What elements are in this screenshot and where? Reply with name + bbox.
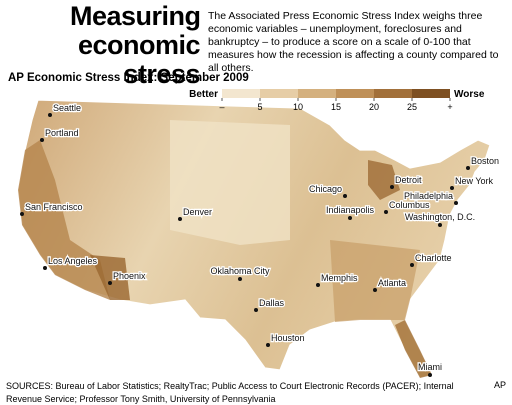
subtitle: AP Economic Stress Index: September 2009 [8,72,249,84]
city-label: Miami [418,362,442,372]
city-dot [40,138,44,142]
city-dot [466,166,470,170]
credit: AP [493,380,506,390]
city-dot [454,201,458,205]
city-dot [254,308,258,312]
legend-low: Better [189,89,218,100]
city-label: Washington, D.C. [405,212,475,222]
region-arizona [90,255,130,300]
legend-label: 15 [331,102,341,112]
city-dot [410,263,414,267]
region-west [18,140,110,300]
city-dot [43,266,47,270]
city-label: San Francisco [25,202,83,212]
city-dot [316,283,320,287]
map: Seattle Portland San Francisco Los Angeles P… [17,99,500,379]
city-dot [238,277,242,281]
city-label: Seattle [53,103,81,113]
city-dot [384,210,388,214]
city-label: Chicago [309,184,342,194]
region-southeast [330,240,420,322]
city-dot [450,186,454,190]
legend: Better Worse – 5 10 15 20 25 + [189,89,485,112]
title: Measuring economic stress [70,1,201,89]
city-dot [178,217,182,221]
region-florida [395,320,432,378]
city-dot [373,288,377,292]
city-label: Columbus [389,200,430,210]
city-dot [343,194,347,198]
city-label: Detroit [395,175,422,185]
city-label: Phoenix [113,271,146,281]
city-dot [108,281,112,285]
legend-label: 20 [369,102,379,112]
description: The Associated Press Economic Stress Ind… [208,10,499,74]
city-dot [48,113,52,117]
region-michigan [368,160,400,200]
legend-label: + [447,102,452,112]
city-label: Portland [45,128,79,138]
city-dot [20,212,24,216]
legend-swatch [260,89,298,98]
legend-label: 5 [257,102,262,112]
legend-high: Worse [454,89,485,100]
city-dot [266,343,270,347]
city-label: Denver [183,207,212,217]
region-plains [170,120,290,245]
legend-label: 10 [293,102,303,112]
city-label: Los Angeles [48,256,98,266]
city-label: Atlanta [378,278,406,288]
city-label: Indianapolis [326,205,375,215]
legend-label: – [219,102,224,112]
city-dot [390,185,394,189]
legend-swatch [374,89,412,98]
city-label: Philadelphia [404,191,453,201]
city-label: Oklahoma City [210,266,270,276]
legend-swatch [298,89,336,98]
city-dot [348,216,352,220]
city-label: Dallas [259,298,285,308]
legend-label: 25 [407,102,417,112]
city-label: Boston [471,156,499,166]
legend-swatch [336,89,374,98]
city-label: Charlotte [415,253,452,263]
city-label: New York [455,176,494,186]
city-label: Houston [271,333,305,343]
legend-swatch [222,89,260,98]
city-dot [428,373,432,377]
city-dot [438,223,442,227]
legend-swatch [412,89,450,98]
sources: SOURCES: Bureau of Labor Statistics; Rea… [6,381,454,404]
city-label: Memphis [321,273,358,283]
